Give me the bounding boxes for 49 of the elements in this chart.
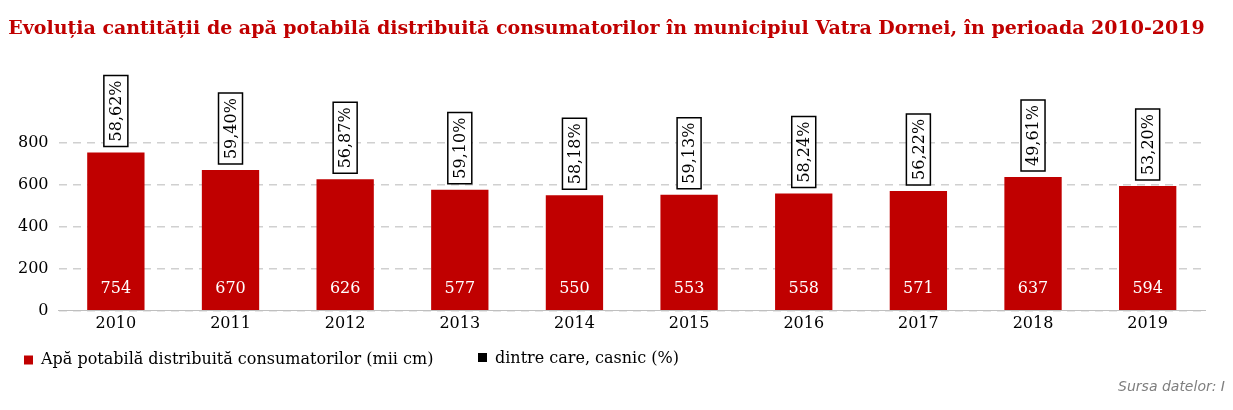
x-tick-label: 2017	[898, 312, 939, 332]
data-label: 553	[673, 277, 705, 297]
bar	[316, 179, 374, 311]
x-tick-label: 2015	[668, 312, 710, 332]
annotation: 59,10%	[449, 117, 469, 179]
annotation: 58,18%	[564, 123, 584, 185]
data-label: 577	[444, 277, 476, 297]
annotation: 53,20%	[1137, 114, 1157, 176]
data-label: 571	[903, 277, 934, 297]
annotation: 59,13%	[679, 122, 699, 184]
text: Sursa datelor: I	[1117, 378, 1225, 394]
annotation: 56,87%	[335, 107, 355, 169]
x-tick-label: 2010	[95, 312, 137, 332]
data-label: 594	[1132, 277, 1163, 297]
bar	[545, 195, 604, 311]
annotation: 49,61%	[1023, 105, 1043, 167]
bar	[87, 152, 145, 311]
x-tick-label: 2016	[783, 312, 825, 332]
data-label: 637	[1017, 277, 1049, 297]
annotation: 58,62%	[106, 80, 126, 142]
x-tick-label: 2013	[439, 312, 481, 332]
annotation: 56,22%	[908, 118, 928, 180]
y-tick-label: 0	[38, 299, 49, 319]
text: dintre care, casnic (%)	[495, 348, 679, 367]
bar	[1004, 177, 1062, 311]
y-tick-label: 200	[17, 257, 49, 277]
data-label: 626	[329, 277, 361, 297]
data-label: 550	[559, 277, 590, 297]
bar	[1119, 186, 1177, 311]
y-tick-label: 800	[17, 131, 49, 151]
bar	[431, 189, 489, 311]
x-tick-label: 2019	[1127, 312, 1169, 332]
y-tick-label: 400	[17, 215, 49, 235]
x-tick-label: 2012	[324, 312, 366, 332]
bar	[775, 193, 833, 311]
annotation: 59,40%	[220, 98, 240, 160]
data-label: 558	[788, 277, 820, 297]
y-tick-label: 600	[17, 173, 49, 193]
legend-label: Apă potabilă distribuită consumatorilor (mii cm)	[40, 349, 434, 369]
bar	[660, 194, 718, 311]
data-label: 670	[215, 277, 246, 297]
bar	[889, 190, 948, 311]
x-tick-label: 2014	[554, 312, 595, 332]
data-label: 754	[100, 277, 132, 297]
chart-title: Evoluția cantității de apă potabilă distribuită consumatorilor în municipiul Vatra Dornei, în perioada 2010-2019	[8, 16, 1205, 40]
x-tick-label: 2011	[210, 312, 251, 332]
x-tick-label: 2018	[1012, 312, 1054, 332]
annotation: 58,24%	[793, 121, 813, 183]
bar	[201, 170, 260, 311]
